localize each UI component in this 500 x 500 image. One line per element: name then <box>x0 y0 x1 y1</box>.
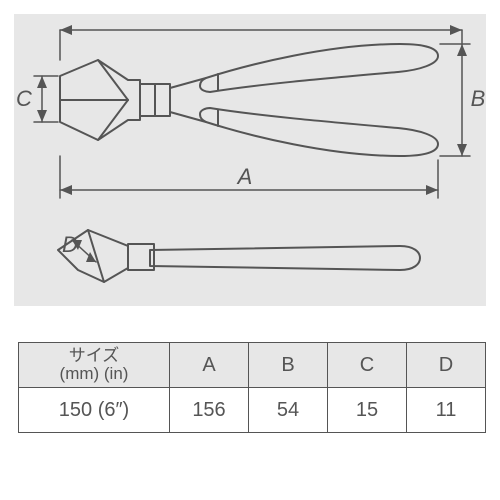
col-d-header: D <box>407 343 486 388</box>
size-header-line1: サイズ <box>19 347 169 365</box>
spec-table: サイズ (mm) (in) A B C D 150 (6″) 156 54 15… <box>18 342 486 433</box>
pliers-dimension-diagram: A B C D <box>0 0 500 320</box>
cell-d: 11 <box>407 388 486 433</box>
col-c-header: C <box>328 343 407 388</box>
dim-label-a: A <box>236 164 253 189</box>
cell-a: 156 <box>170 388 249 433</box>
cell-size: 150 (6″) <box>19 388 170 433</box>
col-a-header: A <box>170 343 249 388</box>
dim-label-b: B <box>471 86 486 111</box>
dim-label-d: D <box>62 232 78 257</box>
table-header-row: サイズ (mm) (in) A B C D <box>19 343 486 388</box>
col-size-header: サイズ (mm) (in) <box>19 343 170 388</box>
col-b-header: B <box>249 343 328 388</box>
cell-c: 15 <box>328 388 407 433</box>
dim-label-c: C <box>16 86 32 111</box>
cell-b: 54 <box>249 388 328 433</box>
size-header-line2: (mm) (in) <box>19 365 169 383</box>
table-row: 150 (6″) 156 54 15 11 <box>19 388 486 433</box>
